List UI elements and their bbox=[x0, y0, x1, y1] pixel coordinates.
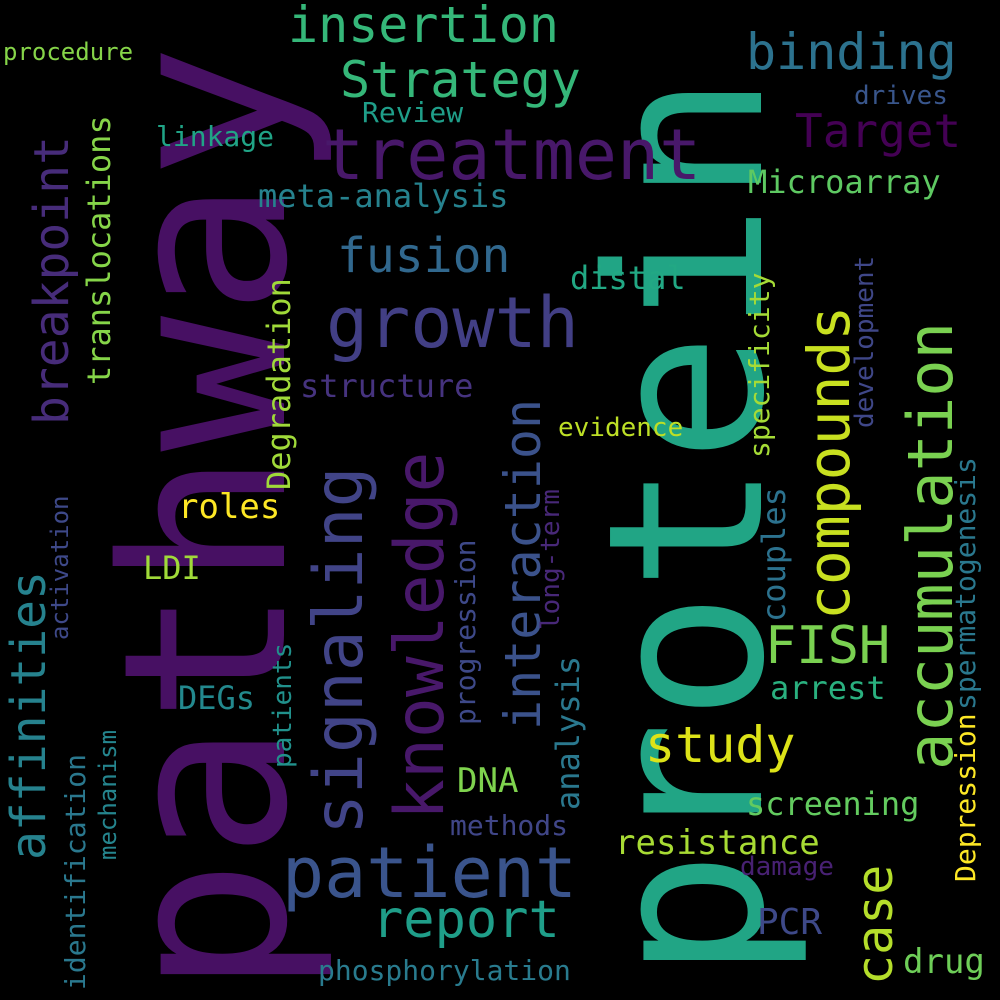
word-fusion: fusion bbox=[337, 228, 511, 284]
word-target: Target bbox=[795, 104, 962, 158]
word-growth: growth bbox=[326, 282, 579, 364]
word-procedure: procedure bbox=[3, 38, 134, 66]
word-dna: DNA bbox=[457, 761, 519, 801]
word-screening: screening bbox=[746, 785, 920, 823]
word-drug: drug bbox=[903, 942, 985, 982]
word-analysis: analysis bbox=[549, 655, 587, 810]
word-identification: identification bbox=[59, 753, 92, 990]
word-binding: binding bbox=[746, 23, 957, 81]
word-breakpoint: breakpoint bbox=[24, 136, 80, 425]
word-ldi: LDI bbox=[143, 549, 201, 587]
word-translocations: translocations bbox=[80, 115, 118, 385]
word-methods: methods bbox=[450, 809, 569, 842]
word-case: case bbox=[846, 864, 904, 985]
word-treatment: treatment bbox=[322, 114, 702, 196]
word-pcr: PCR bbox=[757, 902, 823, 943]
word-patients: patients bbox=[268, 642, 298, 768]
word-long-term: long‐term bbox=[536, 489, 566, 630]
word-signaling: signaling bbox=[300, 466, 379, 835]
word-arrest: arrest bbox=[770, 669, 886, 707]
word-roles: roles bbox=[178, 487, 281, 527]
word-microarray: Microarray bbox=[748, 163, 941, 201]
word-progression: progression bbox=[449, 539, 482, 725]
word-knowledge: knowledge bbox=[381, 451, 460, 820]
word-development: development bbox=[850, 255, 880, 428]
word-study: study bbox=[645, 716, 796, 774]
word-fish: FISH bbox=[765, 616, 891, 676]
word-spermatogenesis: spermatogenesis bbox=[949, 457, 982, 710]
word-linkage: linkage bbox=[156, 120, 275, 153]
word-depression: Depression bbox=[949, 713, 982, 882]
word-patient: patient bbox=[282, 832, 578, 914]
word-strategy: Strategy bbox=[340, 51, 581, 109]
word-evidence: evidence bbox=[558, 413, 684, 443]
word-structure: structure bbox=[300, 367, 474, 405]
word-degs: DEGs bbox=[178, 679, 256, 717]
word-meta-analysis: meta-analysis bbox=[258, 177, 509, 215]
word-mechanism: mechanism bbox=[94, 729, 122, 860]
word-insertion: insertion bbox=[288, 0, 559, 54]
word-report: report bbox=[372, 890, 560, 950]
word-drives: drives bbox=[854, 81, 948, 111]
word-distal: distal bbox=[570, 259, 686, 297]
word-couples: couples bbox=[755, 487, 793, 622]
word-damage: damage bbox=[740, 852, 834, 882]
word-resistance: resistance bbox=[615, 823, 820, 863]
word-phosphorylation: phosphorylation bbox=[318, 954, 571, 987]
word-specificity: specificity bbox=[743, 272, 776, 458]
word-activation: activation bbox=[46, 495, 74, 641]
word-review: Review bbox=[362, 96, 464, 129]
word-degradation: Degradation bbox=[260, 278, 298, 490]
